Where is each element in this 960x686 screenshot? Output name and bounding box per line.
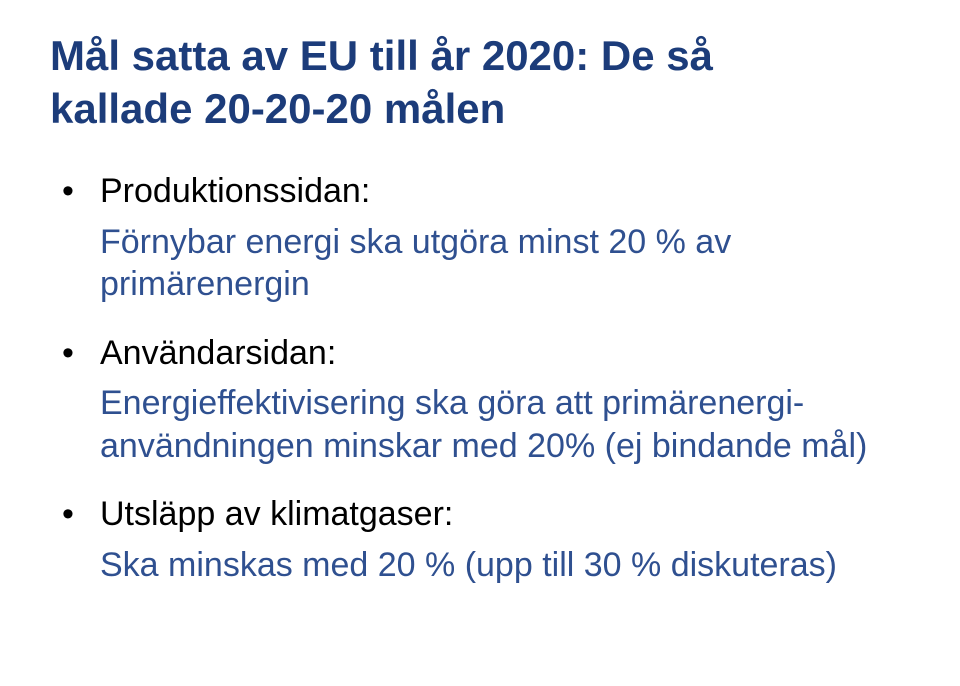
list-item: Användarsidan: Energieffektivisering ska…	[62, 332, 915, 468]
bullet-label: Utsläpp av klimatgaser:	[100, 495, 453, 533]
bullet-sub: Ska minskas med 20 % (upp till 30 % disk…	[100, 544, 915, 587]
slide-title: Mål satta av EU till år 2020: De så kall…	[50, 30, 915, 135]
bullet-sub: Energieffektivisering ska göra att primä…	[100, 382, 915, 467]
bullet-sub: Förnybar energi ska utgöra minst 20 % av…	[100, 221, 915, 306]
bullet-label: Användarsidan:	[100, 334, 336, 372]
title-line-2: kallade 20-20-20 målen	[50, 83, 915, 136]
bullet-label: Produktionssidan:	[100, 172, 370, 210]
list-item: Utsläpp av klimatgaser: Ska minskas med …	[62, 493, 915, 586]
slide: Mål satta av EU till år 2020: De så kall…	[0, 0, 960, 686]
title-line-1: Mål satta av EU till år 2020: De så	[50, 30, 915, 83]
bullet-list: Produktionssidan: Förnybar energi ska ut…	[50, 170, 915, 586]
list-item: Produktionssidan: Förnybar energi ska ut…	[62, 170, 915, 306]
